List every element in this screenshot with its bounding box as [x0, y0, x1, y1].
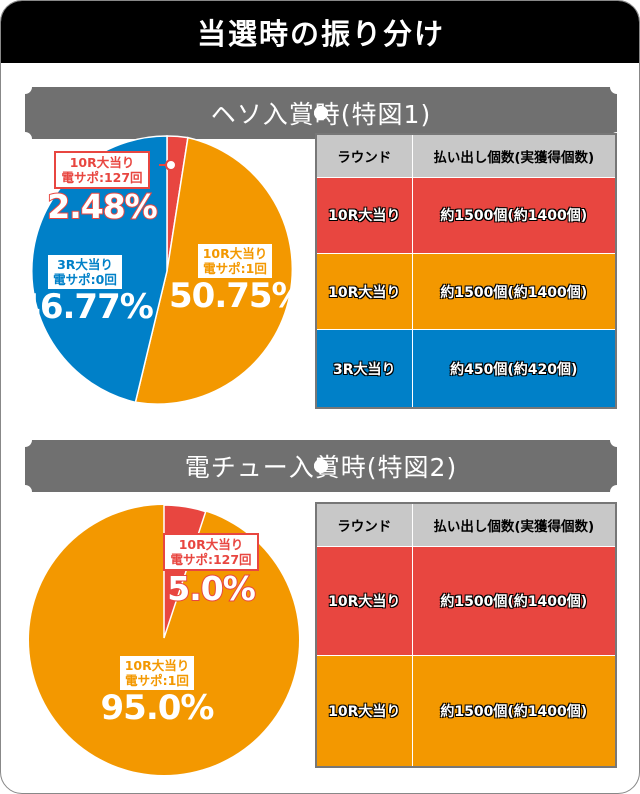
slice-label-10r-1: 10R大当り 電サポ:1回 50.75% [169, 244, 306, 316]
table-row: 10R大当り 約1500個(約1400個) [315, 176, 617, 254]
table-row: 10R大当り 約1500個(約1400個) [315, 545, 617, 656]
slice-label-3r-0: 3R大当り 電サポ:0回 46.77% [17, 255, 154, 327]
table-row: 10R大当り 約1500個(約1400個) [315, 252, 617, 331]
section-title-text: ヘソ入賞時(特図1) [210, 100, 432, 129]
page-title: 当選時の振り分け [1, 1, 639, 63]
slice-label-10r-1: 10R大当り 電サポ:1回 95.0% [100, 656, 214, 728]
payout-table-denchu: ラウンド 払い出し個数(実獲得個数) 10R大当り 約1500個(約1400個) 1… [315, 502, 617, 768]
slice-label-10r-127: 10R大当り 電サポ:127回 2.48% [43, 151, 161, 226]
section-title-text: 電チュー入賞時(特図2) [184, 453, 458, 482]
table-row: 10R大当り 約1500個(約1400個) [315, 654, 617, 768]
section-title-denchu: 電チュー入賞時(特図2) [18, 433, 624, 499]
slice-label-10r-127: 10R大当り 電サポ:127回 5.0% [151, 533, 271, 608]
section-title-heso: ヘソ入賞時(特図1) [18, 80, 624, 146]
table-row: 3R大当り 約450個(約420個) [315, 329, 617, 409]
payout-table-heso: ラウンド 払い出し個数(実獲得個数) 10R大当り 約1500個(約1400個) 1… [315, 133, 617, 409]
